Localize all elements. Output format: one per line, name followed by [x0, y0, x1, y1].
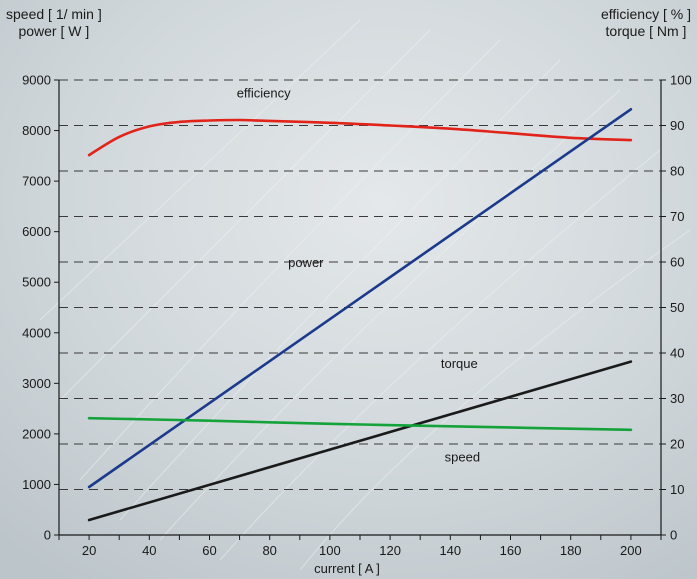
left-axis-label-speed: speed [ 1/ min ] [6, 6, 102, 22]
x-tick-label: 80 [262, 543, 276, 558]
right-tick-label: 50 [670, 300, 684, 315]
right-tick-label: 0 [670, 528, 677, 543]
left-tick-label: 1000 [22, 477, 51, 492]
x-tick-label: 40 [142, 543, 156, 558]
right-tick-label: 20 [670, 437, 684, 452]
right-tick-label: 60 [670, 255, 684, 270]
x-tick-label: 100 [319, 543, 341, 558]
right-axis-label-torque: torque [ Nm ] [605, 23, 687, 39]
series-line-power [87, 108, 633, 489]
left-tick-label: 6000 [22, 224, 51, 239]
series-labels: efficiency power torque speed [237, 86, 480, 465]
x-tick-label: 140 [439, 543, 461, 558]
series-label-torque: torque [441, 356, 478, 371]
x-tick-label: 180 [560, 543, 582, 558]
right-tick-label: 80 [670, 164, 684, 179]
right-tick-label: 70 [670, 209, 684, 224]
left-axis-title: speed [ 1/ min ] power [ W ] [6, 6, 102, 40]
right-axis-label-efficiency: efficiency [ % ] [600, 6, 691, 22]
left-tick-label: 2000 [22, 426, 51, 441]
left-axis-label-power: power [ W ] [18, 23, 90, 39]
x-tick-label: 20 [82, 543, 96, 558]
axes: 0 1000 2000 3000 4000 5000 6000 7000 8000 9000 0 10… [22, 73, 692, 559]
x-tick-label: 60 [202, 543, 216, 558]
left-tick-label: 7000 [22, 174, 51, 189]
series-lines [87, 108, 633, 522]
right-tick-label: 100 [670, 73, 692, 88]
series-line-torque [87, 360, 633, 522]
left-tick-label: 8000 [22, 123, 51, 138]
x-axis-label: current [ A ] [314, 561, 380, 576]
series-label-speed: speed [445, 450, 480, 465]
right-axis-title: efficiency [ % ] torque [ Nm ] [601, 6, 691, 40]
x-tick-label: 200 [620, 543, 642, 558]
left-tick-label: 5000 [22, 275, 51, 290]
series-label-efficiency: efficiency [237, 86, 291, 101]
left-tick-label: 4000 [22, 325, 51, 340]
series-line-efficiency [87, 118, 633, 157]
left-tick-label: 0 [44, 528, 51, 543]
x-tick-label: 160 [500, 543, 522, 558]
right-tick-label: 90 [670, 118, 684, 133]
left-tick-label: 3000 [22, 376, 51, 391]
series-label-power: power [288, 255, 324, 270]
x-tick-label: 120 [379, 543, 401, 558]
left-tick-label: 9000 [22, 73, 51, 88]
series-line-speed [87, 416, 633, 432]
grid-lines [59, 79, 661, 490]
right-tick-label: 10 [670, 482, 684, 497]
right-tick-label: 40 [670, 346, 684, 361]
right-tick-label: 30 [670, 391, 684, 406]
